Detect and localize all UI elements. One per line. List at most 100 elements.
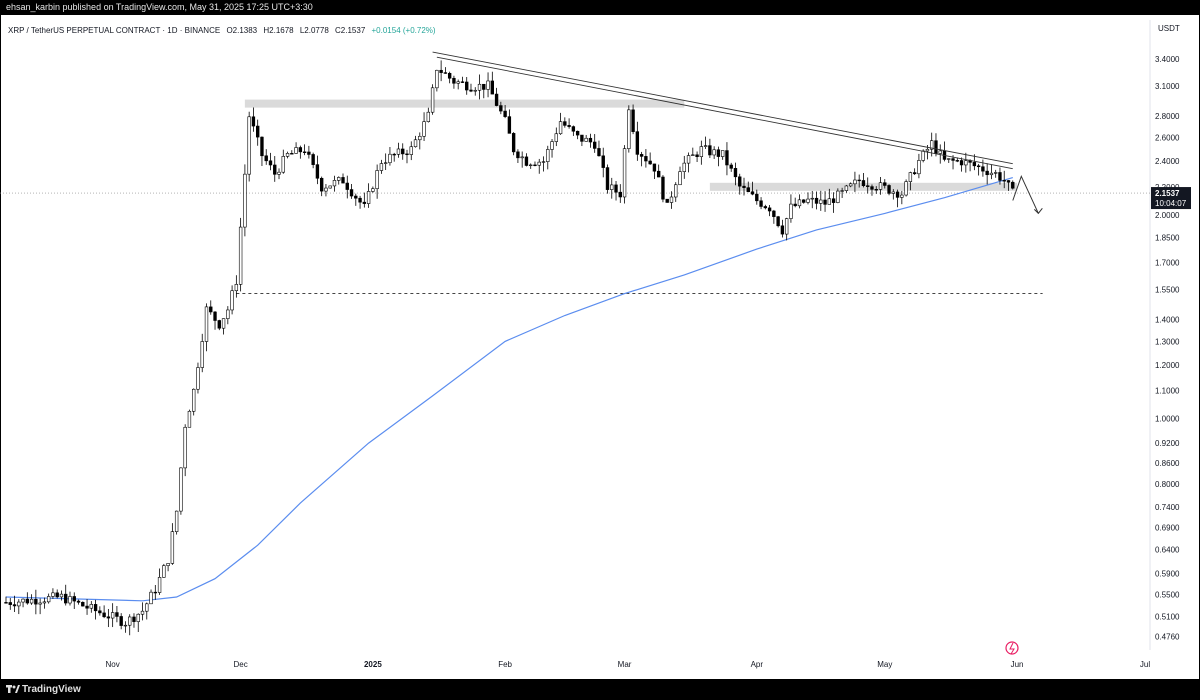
candle-body [383, 162, 388, 164]
candle-body [699, 146, 704, 157]
candle-body [362, 201, 367, 204]
candle-body [349, 189, 354, 197]
candle-body [166, 563, 170, 566]
candle-body [46, 596, 51, 603]
candle-body [639, 154, 644, 157]
candle-body [482, 83, 486, 90]
chart-frame[interactable] [0, 14, 1200, 680]
candle-body [593, 141, 597, 149]
candle-body [34, 598, 38, 605]
low-value: L2.0778 [299, 26, 329, 35]
candle-body [750, 191, 755, 195]
candle-body [21, 598, 25, 603]
candle-body [631, 109, 635, 132]
x-tick-label: Apr [751, 660, 764, 669]
candle-body [89, 604, 94, 609]
x-tick-label: Dec [234, 660, 248, 669]
candle-body [298, 147, 303, 153]
candle-body [695, 154, 699, 157]
projection-path [1012, 174, 1039, 214]
projection-arrowhead [1033, 208, 1043, 215]
candle-body [371, 188, 375, 192]
candle-body [972, 162, 977, 167]
candle-body [665, 198, 669, 203]
candle-body [315, 164, 320, 179]
y-tick-label: 0.5500 [1155, 590, 1180, 599]
candle-body [733, 168, 738, 178]
candle-body [669, 196, 674, 203]
candle-body [375, 170, 379, 189]
candle-body [85, 605, 89, 609]
candle-body [106, 616, 111, 619]
candle-body [183, 426, 187, 469]
candle-body [422, 121, 426, 137]
candle-body [529, 164, 533, 167]
candle-body [490, 80, 495, 95]
y-tick-label: 0.4760 [1155, 632, 1180, 641]
candle-body [597, 148, 601, 157]
candle-body [985, 170, 989, 176]
last-price-label: 2.1537 [1155, 189, 1180, 198]
candle-body [149, 591, 153, 605]
candle-body [354, 195, 358, 199]
candle-body [401, 148, 405, 155]
candle-body [994, 172, 998, 174]
y-tick-label: 0.7400 [1155, 503, 1180, 512]
candle-body [844, 185, 849, 191]
candle-body [776, 216, 780, 227]
open-value: O2.1383 [226, 26, 258, 35]
candle-body [443, 72, 448, 74]
candle-body [887, 185, 891, 194]
candle-body [264, 155, 268, 162]
candle-body [780, 225, 785, 235]
candle-body [861, 180, 866, 187]
candle-body [17, 601, 21, 607]
candle-body [499, 105, 503, 112]
candle-body [72, 596, 76, 602]
symbol-title[interactable]: XRP / TetherUS PERPETUAL CONTRACT · 1D ·… [8, 26, 221, 35]
candle-body [546, 149, 550, 162]
publish-bar: ehsan_karbin published on TradingView.co… [0, 0, 1200, 14]
candle-body [588, 137, 593, 143]
published-text: ehsan_karbin published on TradingView.co… [6, 2, 313, 12]
candle-body [64, 593, 68, 604]
candle-body [447, 72, 452, 79]
candle-body [76, 600, 81, 603]
candle-body [200, 341, 204, 368]
candle-body [59, 593, 64, 598]
candle-body [964, 160, 968, 166]
candle-body [38, 602, 42, 605]
price-chart[interactable]: USDT3.40003.10002.80002.60002.40002.2000… [0, 0, 1200, 680]
candle-body [691, 154, 695, 156]
y-tick-label: 0.5900 [1155, 570, 1180, 579]
candle-body [891, 191, 895, 194]
candle-body [772, 210, 776, 217]
candle-body [162, 565, 166, 578]
y-tick-label: 0.8600 [1155, 459, 1180, 468]
candle-body [784, 218, 789, 235]
candle-body [388, 153, 392, 164]
candle-body [571, 126, 576, 132]
candle-body [644, 156, 648, 162]
candle-body [934, 140, 938, 154]
y-tick-label: 0.9200 [1155, 439, 1180, 448]
candles-group [4, 60, 1015, 636]
candle-body [520, 156, 524, 159]
candle-body [989, 172, 994, 176]
close-value: C2.1537 [335, 26, 366, 35]
candle-body [307, 151, 311, 155]
candle-body [238, 226, 243, 285]
events-lightning-icon [1005, 641, 1019, 655]
candle-body [930, 140, 934, 150]
candle-body [648, 160, 652, 165]
candle-body [430, 87, 435, 113]
candle-body [439, 69, 443, 73]
candle-body [755, 193, 759, 202]
y-tick-label: 2.4000 [1155, 157, 1180, 166]
candle-body [311, 154, 315, 165]
x-tick-label: May [877, 660, 892, 669]
candle-body [247, 116, 251, 175]
candle-body [115, 612, 119, 617]
candle-body [614, 184, 618, 193]
candle-body [187, 410, 192, 428]
